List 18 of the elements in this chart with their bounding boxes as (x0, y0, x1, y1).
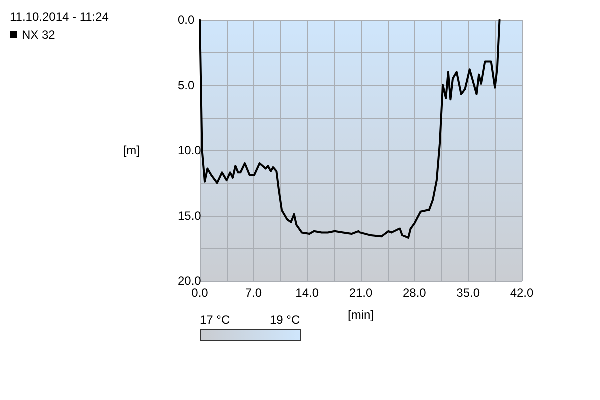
text: 11.10.2014 - 11:24 (10, 10, 110, 24)
y-tick-label: 5.0 (178, 78, 196, 92)
x-tick-label: 42.0 (510, 286, 534, 300)
x-tick-label: 7.0 (245, 286, 262, 300)
x-tick-label: 14.0 (296, 286, 320, 300)
x-axis-title: [min] (348, 308, 374, 322)
y-tick-label: 0.0 (178, 13, 196, 27)
text: 19 °C (270, 313, 300, 327)
y-tick-label: 20.0 (178, 274, 202, 288)
y-tick-label: 15.0 (178, 208, 202, 223)
x-tick-label: 28.0 (402, 286, 427, 300)
y-axis-title: [m] (123, 144, 140, 158)
legend-label: NX 32 (22, 28, 56, 42)
line-series (199, 19, 501, 239)
y-tick-label: 10.0 (178, 144, 202, 158)
text: 17 °C (200, 313, 230, 327)
x-tick-label: 35.0 (456, 286, 480, 300)
x-tick-label: 21.0 (349, 286, 373, 300)
